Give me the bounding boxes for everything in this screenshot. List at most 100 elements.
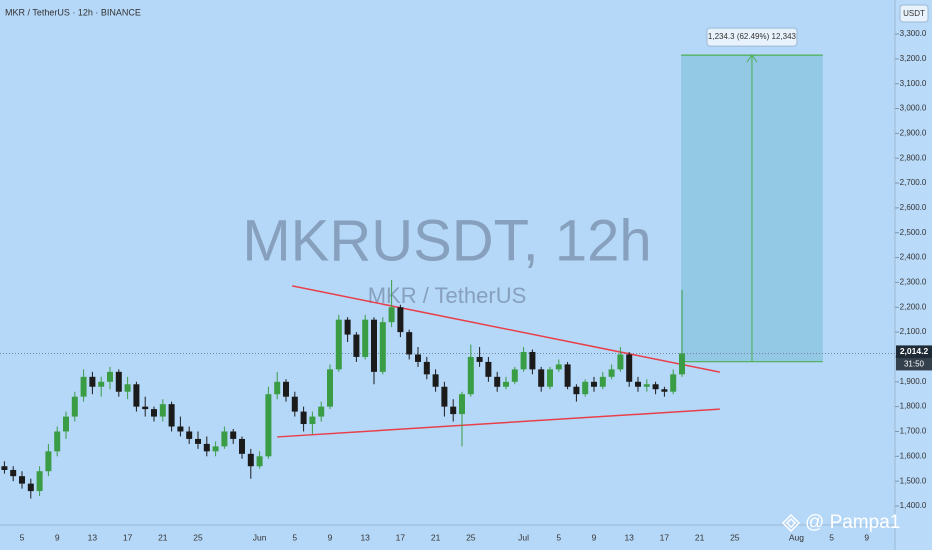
candle-body bbox=[652, 384, 659, 390]
candle-body bbox=[186, 431, 193, 439]
y-tick-label: 1,900.0 bbox=[900, 377, 927, 386]
trendline bbox=[292, 285, 720, 373]
candle-body bbox=[573, 386, 580, 395]
y-tick-label: 1,400.0 bbox=[900, 501, 927, 510]
candle-body bbox=[643, 384, 650, 387]
candle-body bbox=[89, 376, 96, 387]
candle-body bbox=[80, 376, 87, 397]
y-tick-label: 1,700.0 bbox=[900, 427, 927, 436]
candle-body bbox=[27, 483, 34, 492]
candle-body bbox=[203, 443, 210, 452]
candle-body bbox=[335, 319, 342, 370]
candle-body bbox=[300, 411, 307, 425]
x-tick-label: 9 bbox=[592, 532, 597, 542]
candle-body bbox=[239, 438, 245, 454]
countdown-label: 31:50 bbox=[904, 360, 925, 369]
x-tick-label: Jun bbox=[253, 532, 267, 542]
candle-body bbox=[10, 469, 17, 477]
x-tick-label: 21 bbox=[158, 532, 168, 542]
y-tick-label: 3,300.0 bbox=[900, 29, 927, 38]
candle-body bbox=[415, 354, 421, 362]
target-arrowhead bbox=[746, 54, 758, 63]
candle-body bbox=[195, 438, 201, 444]
overlay-layer: 1,234.3 (62.49%) 12,343 bbox=[681, 27, 823, 363]
y-tick-label: 3,000.0 bbox=[900, 104, 927, 113]
candle-body bbox=[274, 381, 281, 395]
x-tick-label: 17 bbox=[396, 532, 406, 542]
candle-body bbox=[599, 376, 606, 387]
x-tick-label: 25 bbox=[193, 532, 203, 542]
candle-body bbox=[107, 371, 113, 382]
x-tick-label: 5 bbox=[20, 532, 25, 542]
candle-body bbox=[591, 381, 597, 387]
x-tick-label: 21 bbox=[695, 532, 705, 542]
candle-body bbox=[397, 307, 404, 333]
candle-body bbox=[494, 376, 501, 387]
y-tick-label: 3,200.0 bbox=[900, 54, 927, 63]
candle-body bbox=[617, 354, 624, 370]
candle-body bbox=[1, 466, 8, 470]
x-tick-label: 5 bbox=[829, 532, 834, 542]
candle-body bbox=[555, 364, 562, 370]
candle-body bbox=[19, 476, 25, 484]
candle-body bbox=[626, 354, 633, 382]
candle-body bbox=[327, 369, 333, 407]
x-tick-label: 25 bbox=[730, 532, 740, 542]
credit-icon bbox=[781, 513, 801, 533]
candle-body bbox=[159, 404, 166, 417]
price-axis-panel bbox=[895, 0, 932, 550]
x-tick-label: 21 bbox=[431, 532, 441, 542]
candle-body bbox=[661, 389, 668, 392]
candle-body bbox=[467, 356, 474, 395]
y-tick-label: 1,500.0 bbox=[900, 476, 927, 485]
candle-body bbox=[177, 426, 184, 432]
candle-body bbox=[168, 404, 175, 427]
candle-body bbox=[670, 374, 677, 392]
candle-body bbox=[511, 369, 518, 382]
candle-body bbox=[423, 361, 430, 375]
candle-body bbox=[318, 406, 325, 417]
y-tick-label: 2,900.0 bbox=[900, 128, 927, 137]
candle-body bbox=[379, 322, 386, 372]
candle-body bbox=[344, 319, 351, 335]
trendline bbox=[277, 408, 720, 438]
y-tick-label: 3,100.0 bbox=[900, 79, 927, 88]
candle-body bbox=[459, 394, 465, 415]
candle-body bbox=[547, 369, 553, 387]
candle-body bbox=[388, 307, 395, 323]
candle-body bbox=[450, 406, 457, 415]
candle-body bbox=[63, 416, 69, 432]
candle-body bbox=[503, 381, 509, 387]
countdown-tag bbox=[896, 358, 932, 371]
candle-body bbox=[115, 371, 122, 392]
candle-body bbox=[221, 431, 228, 447]
y-tick-label: 2,500.0 bbox=[900, 228, 927, 237]
y-tick-label: 2,400.0 bbox=[900, 253, 927, 262]
y-tick-label: 2,300.0 bbox=[900, 278, 927, 287]
candle-body bbox=[635, 381, 641, 387]
y-tick-label: 2,200.0 bbox=[900, 302, 927, 311]
x-tick-label: 13 bbox=[624, 532, 634, 542]
candle-body bbox=[142, 406, 149, 410]
candle-body bbox=[679, 353, 685, 375]
candle-body bbox=[36, 471, 43, 492]
y-tick-label: 1,600.0 bbox=[900, 451, 927, 460]
candle-body bbox=[133, 384, 140, 407]
candle-body bbox=[406, 332, 413, 355]
candle-body bbox=[582, 381, 589, 395]
candle-body bbox=[529, 351, 536, 370]
candle-body bbox=[485, 361, 492, 377]
x-tick-label: 17 bbox=[123, 532, 133, 542]
candle-body bbox=[520, 351, 527, 370]
x-tick-label: 9 bbox=[55, 532, 60, 542]
candle-body bbox=[283, 381, 289, 397]
candle-body bbox=[362, 319, 369, 357]
y-tick-label: 2,100.0 bbox=[900, 327, 927, 336]
currency: USDT bbox=[903, 9, 925, 18]
y-tick-label: 2,800.0 bbox=[900, 153, 927, 162]
y-tick-label: 1,800.0 bbox=[900, 402, 927, 411]
candle-body bbox=[309, 416, 316, 425]
candle-body bbox=[124, 384, 131, 392]
x-tick-label: 25 bbox=[466, 532, 476, 542]
